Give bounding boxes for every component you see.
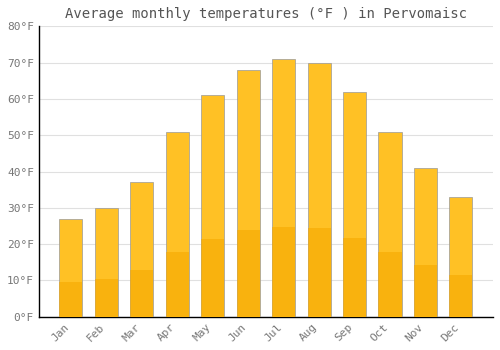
Bar (450, 197, 472, 317)
Title: Average monthly temperatures (°F ) in Pervomaisc: Average monthly temperatures (°F ) in Pe… (65, 7, 467, 21)
Bar (201, 239, 224, 317)
Bar (272, 226, 295, 317)
Bar (236, 230, 260, 317)
Bar (272, 59, 295, 317)
Bar (95, 208, 118, 317)
Bar (414, 265, 437, 317)
Bar (95, 279, 118, 317)
Bar (201, 95, 224, 317)
Bar (378, 252, 402, 317)
Bar (130, 182, 154, 317)
Bar (60, 282, 82, 317)
Bar (343, 92, 366, 317)
Bar (166, 252, 189, 317)
Bar (414, 168, 437, 317)
Bar (130, 270, 154, 317)
Bar (308, 228, 330, 317)
Bar (166, 132, 189, 317)
Bar (60, 219, 82, 317)
Bar (236, 70, 260, 317)
Bar (450, 275, 472, 317)
Bar (378, 132, 402, 317)
Bar (343, 238, 366, 317)
Bar (308, 63, 330, 317)
